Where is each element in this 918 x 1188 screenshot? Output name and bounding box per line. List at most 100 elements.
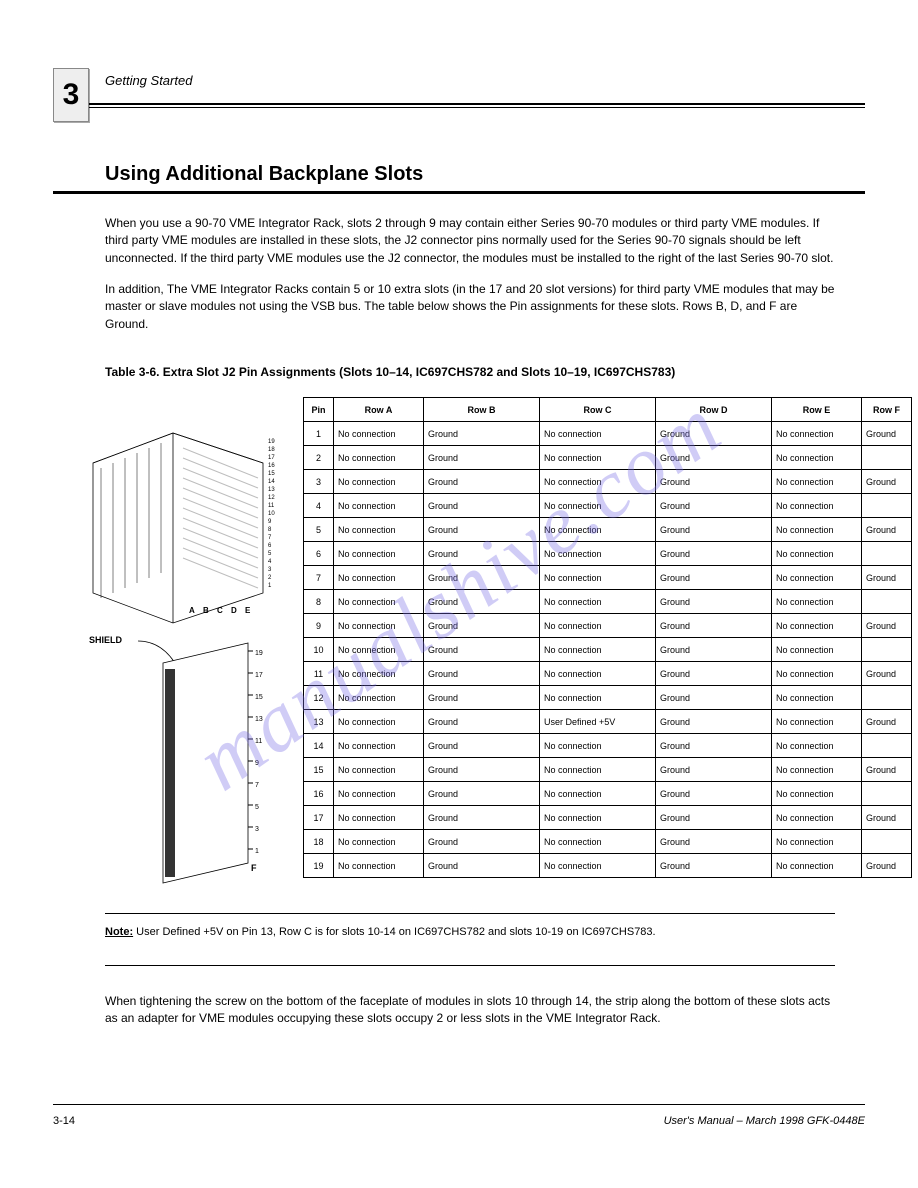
pin-value-cell: No connection [540,830,656,854]
pin-value-cell: Ground [656,470,772,494]
svg-text:1: 1 [255,848,259,855]
pin-value-cell: No connection [334,806,424,830]
pin-value-cell: No connection [772,518,862,542]
pin-value-cell: Ground [862,422,912,446]
pin-number-cell: 6 [304,542,334,566]
table-row: 19No connectionGroundNo connectionGround… [304,854,912,878]
svg-text:7: 7 [255,782,259,789]
pin-value-cell: Ground [424,542,540,566]
pin-number-cell: 12 [304,686,334,710]
body-paragraph-1: When you use a 90-70 VME Integrator Rack… [105,215,835,267]
pin-value-cell: Ground [862,806,912,830]
pin-number-cell: 9 [304,614,334,638]
svg-text:9: 9 [255,760,259,767]
pin-value-cell: No connection [334,710,424,734]
pin-value-cell: No connection [334,542,424,566]
table-row: 16No connectionGroundNo connectionGround… [304,782,912,806]
pin-value-cell: No connection [540,686,656,710]
svg-text:15: 15 [255,694,263,701]
table-row: 13No connectionGroundUser Defined +5VGro… [304,710,912,734]
pin-value-cell: Ground [424,566,540,590]
pin-number-cell: 17 [304,806,334,830]
pin-value-cell: Ground [656,422,772,446]
svg-text:6: 6 [268,543,272,549]
footer-rule [53,1104,865,1105]
pin-value-cell: No connection [540,662,656,686]
pin-value-cell: Ground [656,710,772,734]
connector-figure: 191817 161514 131211 1098 765 432 1 ABC … [83,393,293,893]
col-pin: Pin [304,398,334,422]
table-row: 15No connectionGroundNo connectionGround… [304,758,912,782]
pin-number-cell: 4 [304,494,334,518]
pin-number-cell: 18 [304,830,334,854]
chapter-number: 3 [63,78,80,112]
pin-assignments-table: Pin Row A Row B Row C Row D Row E Row F … [303,397,912,878]
body-paragraph-2: In addition, The VME Integrator Racks co… [105,281,835,333]
note-body: User Defined +5V on Pin 13, Row C is for… [136,926,655,938]
pin-value-cell: Ground [424,422,540,446]
pin-value-cell: Ground [656,590,772,614]
pin-number-cell: 1 [304,422,334,446]
pin-value-cell [862,590,912,614]
pin-value-cell: Ground [424,686,540,710]
pin-value-cell: No connection [540,854,656,878]
svg-text:19: 19 [268,439,275,445]
pin-value-cell: No connection [334,758,424,782]
pin-value-cell: No connection [540,518,656,542]
pin-value-cell: Ground [424,590,540,614]
pin-value-cell: Ground [424,806,540,830]
pin-value-cell: No connection [772,806,862,830]
pin-value-cell: No connection [772,422,862,446]
svg-text:11: 11 [268,503,275,509]
col-row-f: Row F [862,398,912,422]
col-row-b: Row B [424,398,540,422]
svg-text:11: 11 [255,738,262,745]
note-block: Note: User Defined +5V on Pin 13, Row C … [105,925,835,940]
pin-value-cell: No connection [540,782,656,806]
chapter-tab: 3 [53,68,89,122]
pin-value-cell: Ground [862,614,912,638]
pin-value-cell: Ground [424,830,540,854]
pin-value-cell: Ground [656,734,772,758]
pin-value-cell: No connection [540,470,656,494]
svg-text:19: 19 [255,650,263,657]
pin-value-cell [862,542,912,566]
pin-value-cell: Ground [424,518,540,542]
pin-value-cell: No connection [334,518,424,542]
svg-text:E: E [245,606,251,615]
pin-value-cell: No connection [772,782,862,806]
pin-value-cell: No connection [540,422,656,446]
pin-value-cell: No connection [772,494,862,518]
pin-value-cell: Ground [862,662,912,686]
pin-value-cell: Ground [424,494,540,518]
pin-value-cell: No connection [334,830,424,854]
pin-value-cell: Ground [862,518,912,542]
table-row: 1No connectionGroundNo connectionGroundN… [304,422,912,446]
table-row: 11No connectionGroundNo connectionGround… [304,662,912,686]
top-row-numbers: 191817 161514 131211 1098 765 432 1 [268,439,275,589]
svg-text:15: 15 [268,471,275,477]
pin-value-cell: No connection [772,470,862,494]
pin-value-cell: No connection [540,734,656,758]
pin-number-cell: 13 [304,710,334,734]
pin-value-cell: No connection [772,734,862,758]
pin-value-cell: Ground [656,806,772,830]
note-rule-top [105,913,835,914]
pin-value-cell: Ground [424,638,540,662]
col-row-a: Row A [334,398,424,422]
table-row: 8No connectionGroundNo connectionGroundN… [304,590,912,614]
pin-value-cell: No connection [334,734,424,758]
col-row-c: Row C [540,398,656,422]
note-label: Note: [105,926,133,938]
table-row: 18No connectionGroundNo connectionGround… [304,830,912,854]
pin-number-cell: 3 [304,470,334,494]
table-caption: Table 3-6. Extra Slot J2 Pin Assignments… [105,365,675,379]
table-row: 4No connectionGroundNo connectionGroundN… [304,494,912,518]
pin-value-cell: Ground [656,830,772,854]
pin-number-cell: 11 [304,662,334,686]
shield-label: SHIELD [89,635,123,645]
table-row: 5No connectionGroundNo connectionGroundN… [304,518,912,542]
header-rule [89,103,865,105]
svg-text:A: A [189,606,195,615]
pin-value-cell: Ground [656,518,772,542]
